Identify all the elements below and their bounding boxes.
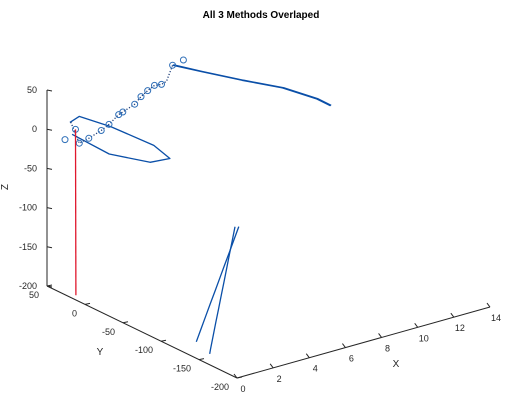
z-tick-mark	[46, 285, 53, 288]
x-tick-label: 14	[491, 313, 501, 323]
y-tick-label: -200	[211, 382, 229, 392]
x-tick-label: 2	[277, 374, 282, 384]
z-tick-label: -200	[19, 281, 37, 291]
z-tick-label: 50	[27, 85, 37, 95]
x-tick-label: 10	[419, 333, 429, 343]
x-tick-label: 0	[240, 384, 245, 394]
y-axis-label: Y	[97, 347, 104, 358]
circle-marker	[151, 81, 158, 89]
circle-marker	[131, 100, 139, 108]
trajectory-line-2	[69, 115, 171, 163]
circle-marker	[75, 139, 83, 147]
y-tick-mark	[198, 358, 205, 361]
y-axis-line	[46, 285, 238, 379]
x-axis-line	[236, 306, 491, 379]
y-tick-label: -150	[173, 364, 191, 374]
x-tick-mark	[233, 373, 238, 379]
circle-marker	[61, 136, 69, 144]
z-tick-mark	[46, 128, 53, 131]
circle-marker	[169, 61, 177, 69]
z-tick-label: 0	[32, 124, 37, 134]
z-tick-label: -50	[24, 163, 37, 173]
circle-marker	[105, 120, 113, 128]
z-tick-mark	[46, 246, 53, 249]
circle-marker	[97, 127, 105, 134]
circle-marker	[179, 56, 187, 64]
circle-marker	[85, 134, 93, 142]
tick-layer: 02468101214500-50-100-150-200500-50-100-…	[19, 85, 501, 394]
trajectory-line-1	[209, 226, 236, 355]
z-tick-label: -100	[19, 203, 37, 213]
z-tick-mark	[46, 89, 53, 92]
x-tick-mark	[414, 322, 419, 328]
x-tick-mark	[342, 343, 346, 348]
dotted-trajectory	[70, 64, 174, 145]
x-tick-mark	[269, 363, 274, 369]
y-tick-label: 0	[72, 308, 77, 318]
x-tick-mark	[486, 302, 491, 308]
x-tick-mark	[378, 333, 382, 338]
trajectory-line-3	[172, 64, 331, 107]
y-tick-mark	[122, 321, 129, 324]
axes: 02468101214500-50-100-150-200500-50-100-…	[19, 85, 501, 394]
circle-marker	[137, 93, 145, 101]
circle-marker	[119, 108, 127, 116]
z-tick-mark	[46, 207, 53, 210]
x-axis-label: X	[393, 359, 400, 370]
y-tick-label: 50	[29, 290, 39, 300]
series-layer	[61, 56, 332, 355]
z-axis-label: Z	[0, 184, 11, 190]
chart-title: All 3 Methods Overlaped	[203, 10, 320, 21]
y-tick-label: -100	[135, 345, 153, 355]
circle-marker	[158, 80, 165, 88]
x-tick-label: 6	[349, 354, 354, 364]
z-tick-label: -150	[19, 242, 37, 252]
y-tick-label: -50	[102, 327, 115, 337]
trajectory-line-0	[195, 226, 240, 343]
y-tick-mark	[84, 302, 91, 305]
x-tick-label: 8	[385, 343, 390, 353]
y-tick-mark	[160, 339, 167, 342]
x-tick-mark	[450, 312, 455, 318]
x-tick-label: 12	[455, 323, 465, 333]
x-tick-label: 4	[313, 364, 318, 374]
circle-marker	[144, 87, 152, 95]
x-tick-mark	[305, 353, 310, 359]
z-tick-mark	[46, 167, 53, 170]
trajectory-line-4	[173, 64, 332, 106]
y-tick-mark	[236, 376, 243, 379]
